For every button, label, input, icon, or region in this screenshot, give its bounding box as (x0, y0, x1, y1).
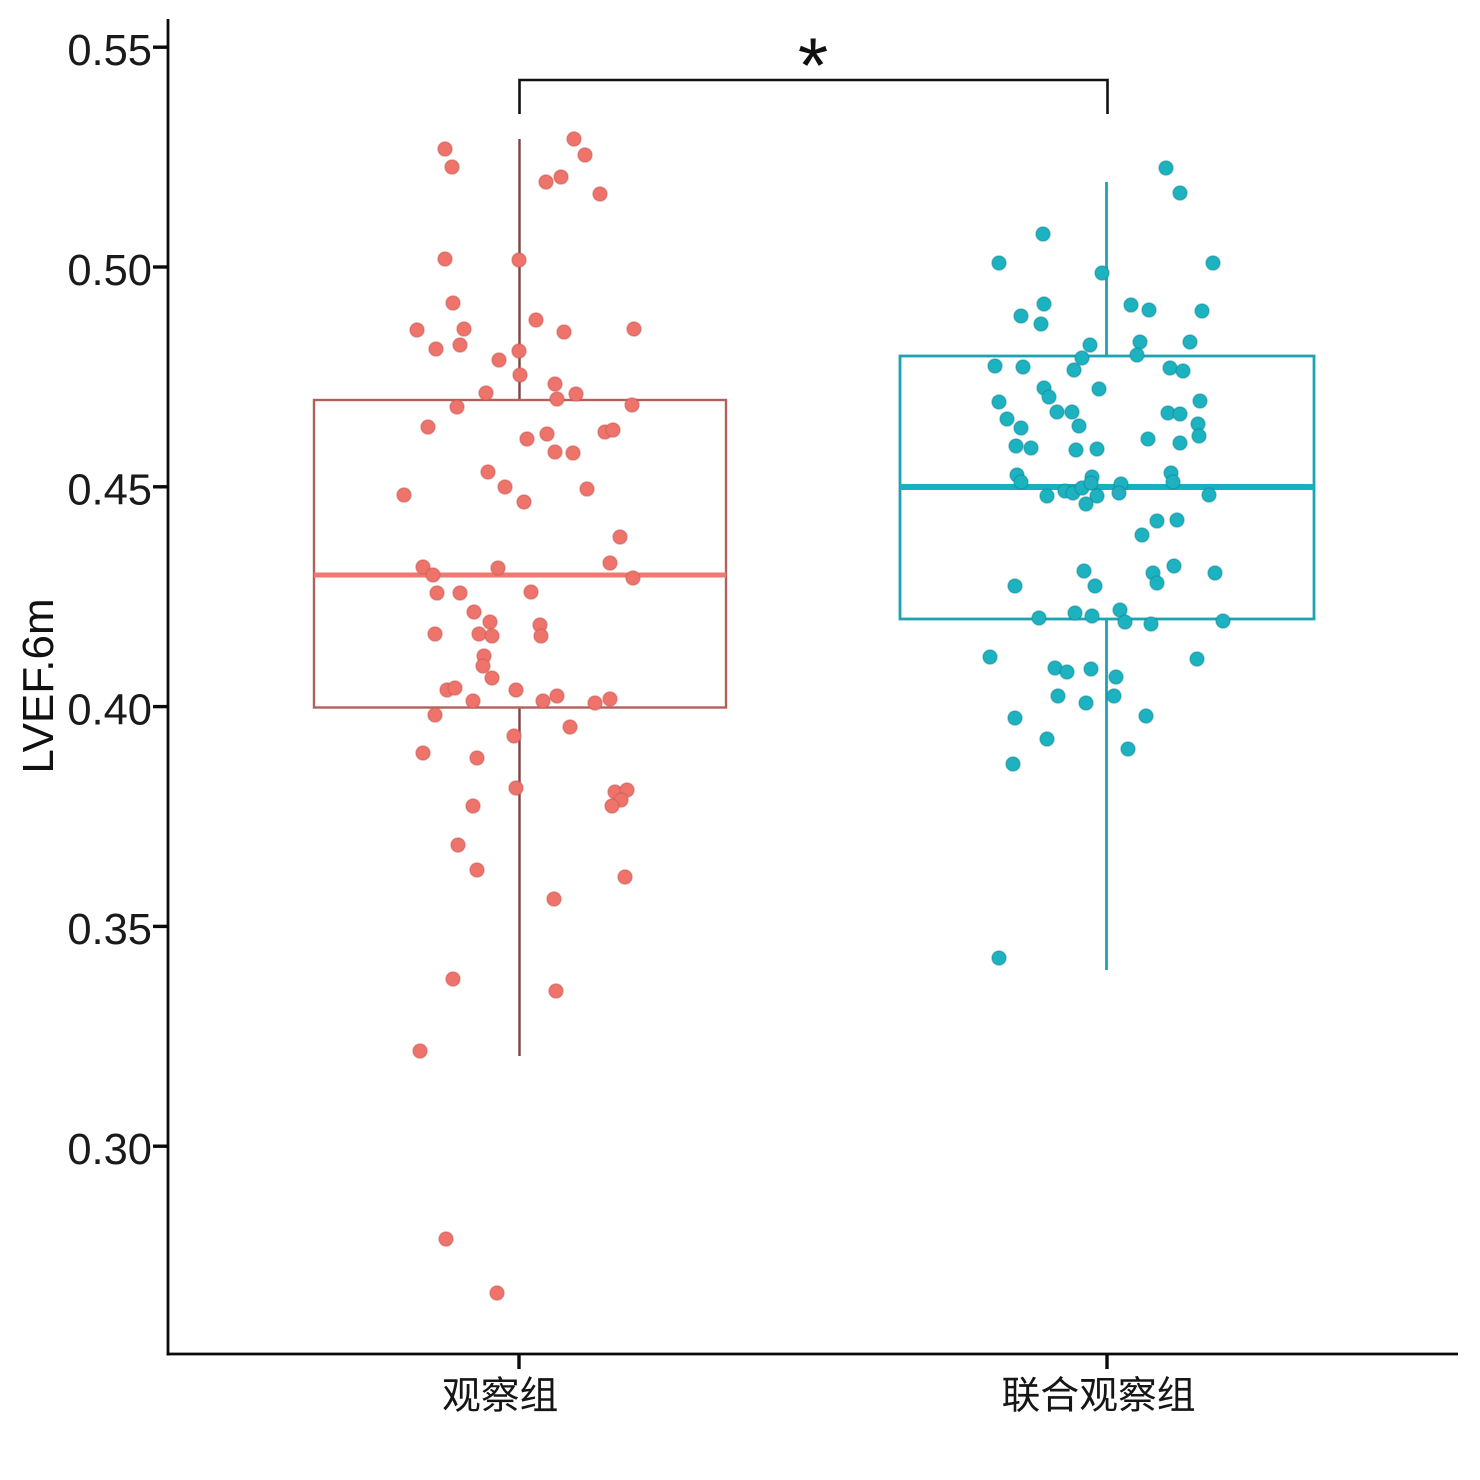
svg-text:*: * (798, 21, 828, 109)
svg-text:0.50: 0.50 (67, 247, 152, 295)
svg-text:0.45: 0.45 (67, 467, 152, 515)
svg-text:0.35: 0.35 (67, 906, 152, 954)
svg-text:0.55: 0.55 (67, 27, 152, 75)
svg-text:0.40: 0.40 (67, 686, 152, 734)
svg-text:0.30: 0.30 (67, 1126, 152, 1174)
svg-text:LVEF.6m: LVEF.6m (14, 598, 63, 773)
